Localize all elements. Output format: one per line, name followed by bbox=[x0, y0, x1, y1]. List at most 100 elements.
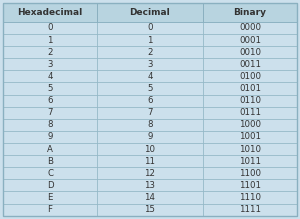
Bar bbox=[97, 107, 203, 119]
Bar bbox=[3, 3, 297, 22]
Bar bbox=[3, 34, 97, 46]
Bar bbox=[3, 58, 97, 70]
Bar bbox=[3, 70, 97, 83]
Bar bbox=[3, 46, 97, 58]
Text: Decimal: Decimal bbox=[130, 8, 170, 17]
Text: 0: 0 bbox=[47, 23, 53, 32]
Text: 3: 3 bbox=[47, 60, 53, 69]
Text: 0011: 0011 bbox=[239, 60, 261, 69]
Bar bbox=[3, 22, 97, 34]
Text: 1110: 1110 bbox=[239, 193, 261, 202]
Text: 0110: 0110 bbox=[239, 96, 261, 105]
Bar bbox=[97, 70, 203, 83]
Text: 0000: 0000 bbox=[239, 23, 261, 32]
Text: 5: 5 bbox=[147, 84, 153, 93]
Bar bbox=[3, 3, 97, 22]
Text: 3: 3 bbox=[147, 60, 153, 69]
Bar bbox=[97, 83, 203, 95]
Bar bbox=[97, 204, 203, 216]
Text: 1: 1 bbox=[147, 35, 153, 45]
Text: A: A bbox=[47, 145, 53, 154]
Bar bbox=[203, 3, 297, 22]
Bar bbox=[203, 167, 297, 179]
Text: 0101: 0101 bbox=[239, 84, 261, 93]
Text: F: F bbox=[47, 205, 52, 214]
Text: 0010: 0010 bbox=[239, 48, 261, 57]
Bar bbox=[97, 34, 203, 46]
Text: 14: 14 bbox=[145, 193, 155, 202]
Bar bbox=[97, 22, 203, 34]
Bar bbox=[3, 167, 97, 179]
Bar bbox=[203, 119, 297, 131]
Bar bbox=[97, 46, 203, 58]
Bar bbox=[3, 179, 97, 191]
Bar bbox=[203, 58, 297, 70]
Text: Binary: Binary bbox=[233, 8, 266, 17]
Text: 1001: 1001 bbox=[239, 132, 261, 141]
Bar bbox=[203, 155, 297, 167]
Text: 2: 2 bbox=[147, 48, 153, 57]
Text: 1100: 1100 bbox=[239, 169, 261, 178]
Text: 11: 11 bbox=[145, 157, 155, 166]
Bar bbox=[3, 204, 97, 216]
Bar bbox=[203, 131, 297, 143]
Bar bbox=[97, 3, 203, 22]
Bar bbox=[203, 34, 297, 46]
Text: 2: 2 bbox=[47, 48, 53, 57]
Bar bbox=[203, 70, 297, 83]
Bar bbox=[97, 155, 203, 167]
Text: 7: 7 bbox=[147, 108, 153, 117]
Bar bbox=[203, 204, 297, 216]
Text: 15: 15 bbox=[145, 205, 155, 214]
Bar bbox=[3, 119, 97, 131]
Bar bbox=[97, 191, 203, 204]
Bar bbox=[203, 179, 297, 191]
Bar bbox=[97, 119, 203, 131]
Text: 8: 8 bbox=[47, 120, 53, 129]
Text: 13: 13 bbox=[145, 181, 155, 190]
Text: 10: 10 bbox=[145, 145, 155, 154]
Text: B: B bbox=[47, 157, 53, 166]
Bar bbox=[203, 46, 297, 58]
Bar bbox=[97, 179, 203, 191]
Text: C: C bbox=[47, 169, 53, 178]
Text: 1101: 1101 bbox=[239, 181, 261, 190]
Text: 0111: 0111 bbox=[239, 108, 261, 117]
Text: 0: 0 bbox=[147, 23, 153, 32]
Text: 1111: 1111 bbox=[239, 205, 261, 214]
Text: 1010: 1010 bbox=[239, 145, 261, 154]
Text: 6: 6 bbox=[47, 96, 53, 105]
Text: D: D bbox=[47, 181, 53, 190]
Text: 9: 9 bbox=[147, 132, 153, 141]
Text: 12: 12 bbox=[145, 169, 155, 178]
Text: 7: 7 bbox=[47, 108, 53, 117]
Bar bbox=[3, 143, 97, 155]
Text: 1011: 1011 bbox=[239, 157, 261, 166]
Text: 0001: 0001 bbox=[239, 35, 261, 45]
Bar bbox=[97, 143, 203, 155]
Bar bbox=[3, 83, 97, 95]
Bar bbox=[97, 95, 203, 107]
Bar bbox=[3, 191, 97, 204]
Bar bbox=[203, 107, 297, 119]
Bar bbox=[203, 83, 297, 95]
Bar bbox=[3, 95, 97, 107]
Bar bbox=[97, 167, 203, 179]
Text: Hexadecimal: Hexadecimal bbox=[17, 8, 83, 17]
Bar bbox=[3, 131, 97, 143]
Bar bbox=[3, 107, 97, 119]
Text: 6: 6 bbox=[147, 96, 153, 105]
Bar bbox=[203, 95, 297, 107]
Bar bbox=[97, 58, 203, 70]
Text: 4: 4 bbox=[147, 72, 153, 81]
Bar bbox=[203, 143, 297, 155]
Text: 0100: 0100 bbox=[239, 72, 261, 81]
Text: E: E bbox=[47, 193, 53, 202]
Bar bbox=[3, 155, 97, 167]
Text: 4: 4 bbox=[47, 72, 53, 81]
Text: 8: 8 bbox=[147, 120, 153, 129]
Bar bbox=[203, 22, 297, 34]
Bar bbox=[97, 131, 203, 143]
Text: 9: 9 bbox=[47, 132, 53, 141]
Text: 1000: 1000 bbox=[239, 120, 261, 129]
